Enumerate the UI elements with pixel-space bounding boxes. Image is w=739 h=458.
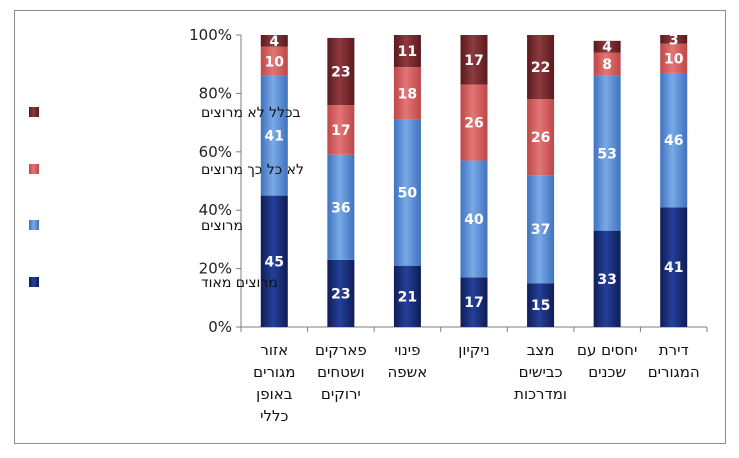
data-label: 18 [398,86,417,102]
category-label: אזור [260,341,288,359]
category-label: יחסים עם [577,341,637,359]
bar-segment [527,175,555,284]
data-label: 36 [331,200,350,216]
data-label: 17 [464,295,483,311]
category-label: ומדרכות [514,385,567,403]
bar-segment [593,230,621,327]
category-label: ירוקים [321,385,361,403]
y-tick-label: 60% [199,143,232,161]
data-label: 17 [464,53,483,69]
data-label: 26 [464,116,483,132]
legend-label: מרוצים מאוד [201,275,278,291]
bar-segment [393,119,421,266]
category-label: מגורים [253,363,295,381]
data-label: 23 [331,65,350,81]
data-label: 41 [664,260,683,276]
category-label: פינוי [394,341,420,359]
bar-segment [527,99,555,176]
y-tick-label: 100% [189,26,232,44]
bars [260,35,688,327]
legend-swatch [29,277,39,287]
category-label: באופן [256,385,293,403]
category-labels: אזור מגורים באופן כללי פארקים ושטחים ירוקים פינ… [253,341,700,425]
legend-label: לא כל כך מרוצים [201,162,304,178]
data-labels: 45 41 10 4 23 36 17 23 21 50 18 11 17 40 26 17 15 37 26 22 3… [265,32,684,314]
category-label: פארקים [315,341,367,359]
data-label: 17 [331,123,350,139]
y-tick-label: 40% [199,201,232,219]
data-label: 22 [531,60,550,76]
bar-segment [593,40,621,53]
bar-segment [327,37,355,106]
bar-segment [327,259,355,327]
bar-segment [527,35,555,100]
bar-segment [260,195,288,327]
data-label: 37 [531,222,550,238]
bar-segment [660,207,688,327]
chart-frame: 0% 20% 40% 60% 80% 100% 45 41 10 4 23 36 17 23 21 50 18… [14,10,726,444]
y-tick-label: 20% [199,260,232,278]
bar-segment [393,67,421,120]
bar-segment [260,46,288,76]
data-label: 3 [669,32,679,48]
bar-segment [393,265,421,327]
category-label: ושטחים [317,363,365,381]
data-label: 15 [531,298,550,314]
data-label: 10 [265,54,285,70]
y-tick-label: 0% [208,318,232,336]
data-label: 45 [265,254,284,270]
bar-segment [460,84,488,161]
category-label: כבישים [519,363,563,381]
bar-segment [660,43,688,73]
data-label: 21 [398,289,417,305]
data-label: 53 [597,146,616,162]
data-label: 10 [664,51,684,67]
category-label: ניקיון [458,341,490,359]
category-label: המגורים [648,363,700,381]
bar-segment [593,52,621,76]
data-label: 4 [602,40,612,56]
data-label: 4 [269,34,279,50]
bar-segment [260,75,288,196]
legend: בכלל לא מרוצים לא כל כך מרוצים מרוצים מרוצי… [29,105,304,291]
legend-label: מרוצים [201,218,243,234]
bar-segment [393,35,421,68]
category-label: מצב [527,341,555,359]
bar-segment [460,160,488,278]
bar-segment [660,72,688,208]
bar-segment [660,35,688,44]
bar-segment [527,283,555,327]
bar-segment [260,35,288,47]
data-label: 23 [331,286,350,302]
data-label: 33 [597,272,616,288]
category-label: כללי [260,407,288,425]
data-label: 50 [398,186,418,202]
category-label: דירת [659,341,689,359]
legend-label: בכלל לא מרוצים [201,105,301,121]
bar-segment [327,105,355,155]
data-label: 40 [464,212,484,228]
legend-swatch [29,164,39,174]
data-label: 8 [602,57,612,73]
axes: 0% 20% 40% 60% 80% 100% [189,26,708,336]
data-label: 46 [664,133,683,149]
category-label: אשפה [388,363,428,381]
category-label: שכנים [588,363,626,381]
data-label: 11 [398,44,417,60]
bar-segment [460,35,488,85]
bar-segment [593,75,621,231]
data-label: 26 [531,130,550,146]
data-label: 41 [265,129,284,145]
bar-segment [327,154,355,260]
bar-segment [460,277,488,327]
legend-swatch [29,220,39,230]
y-tick-label: 80% [199,84,232,102]
legend-swatch [29,107,39,117]
stacked-bar-chart: 0% 20% 40% 60% 80% 100% 45 41 10 4 23 36 17 23 21 50 18… [29,26,708,425]
